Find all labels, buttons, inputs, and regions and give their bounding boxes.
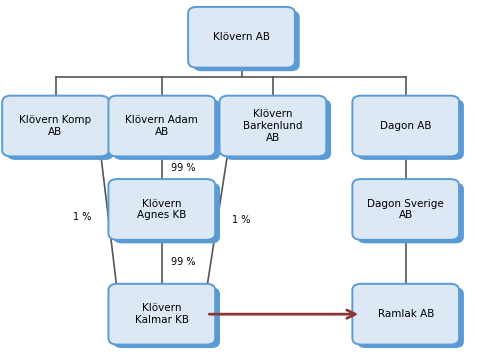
FancyBboxPatch shape (2, 95, 109, 156)
FancyBboxPatch shape (109, 284, 215, 344)
FancyBboxPatch shape (114, 99, 220, 160)
Text: Dagon AB: Dagon AB (380, 121, 431, 131)
FancyBboxPatch shape (109, 95, 215, 156)
FancyBboxPatch shape (114, 183, 220, 244)
FancyBboxPatch shape (352, 284, 459, 344)
FancyBboxPatch shape (352, 95, 459, 156)
Text: Dagon Sverige
AB: Dagon Sverige AB (368, 199, 444, 220)
Text: 1 %: 1 % (73, 212, 91, 222)
FancyBboxPatch shape (109, 179, 215, 240)
Text: Klövern
Barkenlund
AB: Klövern Barkenlund AB (243, 109, 303, 143)
Text: Klövern AB: Klövern AB (213, 32, 270, 42)
Text: 1 %: 1 % (232, 215, 251, 225)
Text: 99 %: 99 % (171, 163, 196, 173)
Text: Klövern
Kalmar KB: Klövern Kalmar KB (135, 304, 189, 325)
FancyBboxPatch shape (188, 7, 295, 67)
FancyBboxPatch shape (357, 288, 464, 348)
FancyBboxPatch shape (193, 10, 299, 71)
Text: Klövern
Agnes KB: Klövern Agnes KB (137, 199, 186, 220)
FancyBboxPatch shape (357, 183, 464, 244)
FancyBboxPatch shape (114, 288, 220, 348)
FancyBboxPatch shape (219, 95, 327, 156)
Text: Klövern Adam
AB: Klövern Adam AB (126, 115, 198, 137)
Text: Ramlak AB: Ramlak AB (378, 309, 434, 319)
FancyBboxPatch shape (352, 179, 459, 240)
Text: 99 %: 99 % (171, 257, 196, 267)
FancyBboxPatch shape (224, 99, 331, 160)
FancyBboxPatch shape (357, 99, 464, 160)
Text: Klövern Komp
AB: Klövern Komp AB (19, 115, 92, 137)
FancyBboxPatch shape (7, 99, 114, 160)
